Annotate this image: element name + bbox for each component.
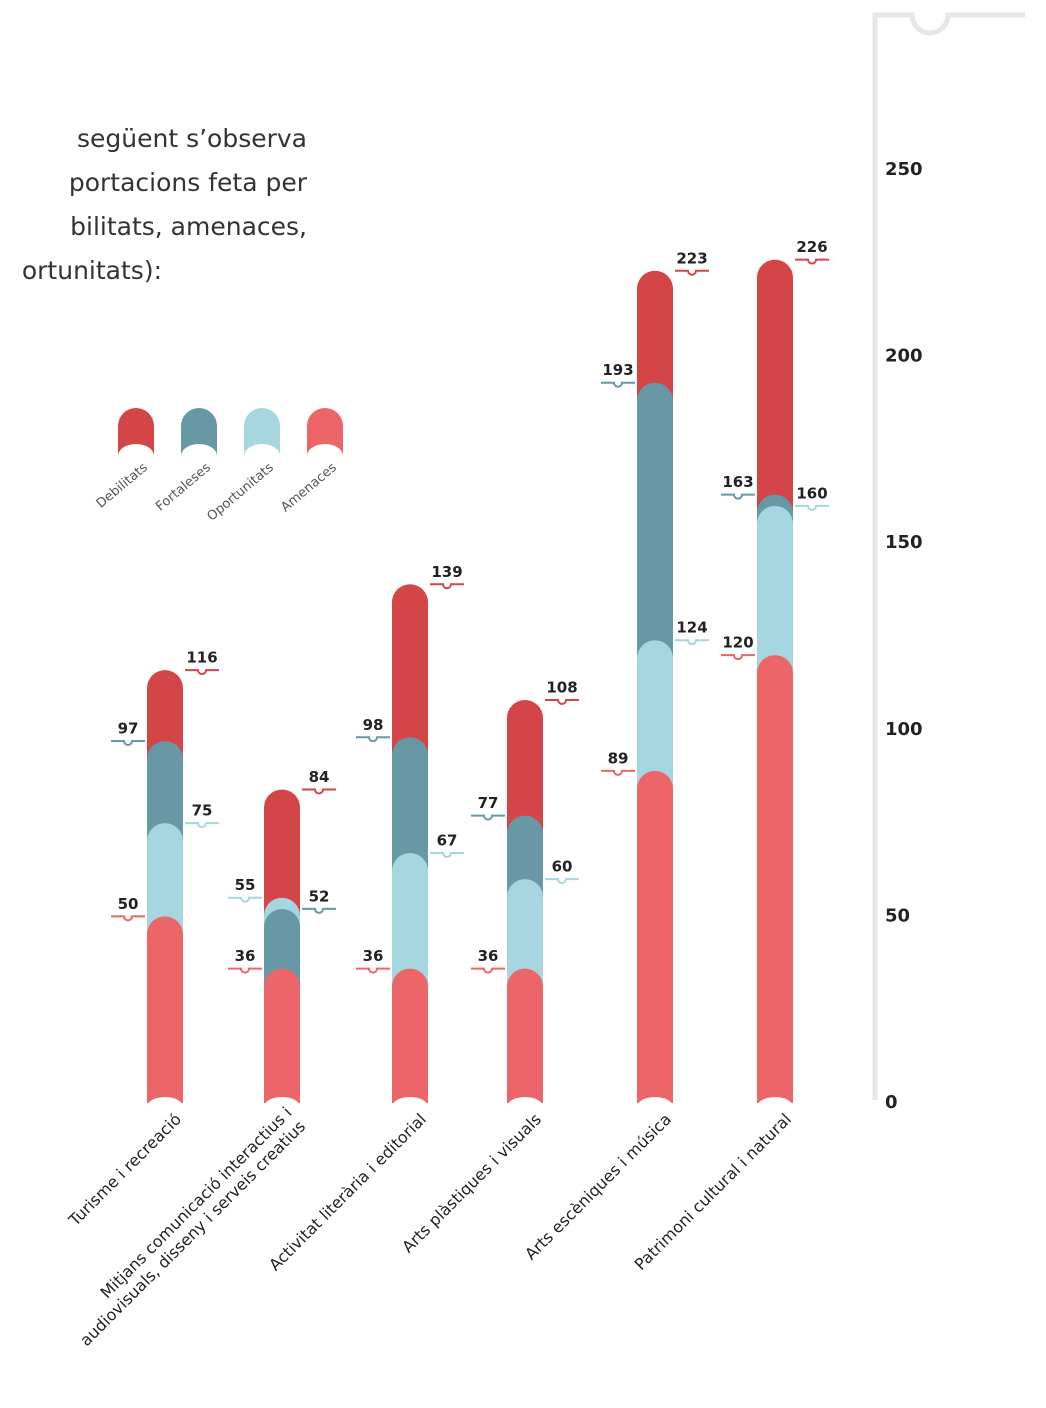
x-tick-label: Turisme i recreació: [64, 1110, 185, 1231]
bar-notch: [637, 1097, 673, 1117]
bar-notch: [392, 1097, 428, 1117]
leader-line: [601, 381, 635, 388]
intro-line: bilitats, amenaces,: [70, 212, 307, 241]
leader-line: [228, 967, 262, 974]
legend-label: Fortaleses: [153, 460, 214, 514]
value-label: 163: [722, 473, 753, 491]
leader-line: [356, 736, 390, 743]
y-tick-label: 150: [885, 532, 923, 553]
bar: [637, 770, 673, 1103]
value-label: 120: [722, 634, 753, 652]
value-label: 89: [608, 749, 629, 767]
y-tick-label: 250: [885, 159, 923, 180]
leader-line: [721, 654, 755, 661]
value-label: 98: [363, 716, 384, 734]
value-label: 36: [235, 947, 256, 965]
value-label: 75: [192, 802, 213, 820]
y-tick-label: 200: [885, 346, 923, 367]
leader-line: [675, 269, 709, 276]
leader-line: [185, 669, 219, 676]
bar-notch: [264, 1097, 300, 1117]
legend-label: Amenaces: [278, 460, 340, 515]
axis-line: [872, 12, 1025, 1100]
leader-line: [302, 788, 336, 795]
leader-line: [471, 814, 505, 821]
leader-line: [111, 915, 145, 922]
bar: [757, 655, 793, 1103]
legend-label: Oportunitats: [204, 460, 277, 524]
intro-line: portacions feta per: [69, 168, 308, 197]
value-label: 226: [796, 238, 827, 256]
leader-line: [302, 907, 336, 914]
legend-label: Debilitats: [94, 460, 151, 512]
intro-line: ortunitats):: [22, 256, 162, 285]
y-tick-label: 50: [885, 905, 910, 926]
value-label: 60: [552, 858, 573, 876]
intro-line: següent s’observa: [77, 124, 307, 153]
bar: [392, 968, 428, 1103]
x-tick-label: Mitjans comunicació interactius iaudiovi…: [62, 1103, 309, 1350]
leader-line: [430, 583, 464, 590]
value-label: 223: [676, 249, 707, 267]
value-label: 193: [602, 361, 633, 379]
y-tick-label: 100: [885, 719, 923, 740]
value-label: 77: [478, 794, 499, 812]
bar-notch: [507, 1097, 543, 1117]
bar-notch: [757, 1097, 793, 1117]
value-label: 36: [363, 947, 384, 965]
leader-line: [430, 851, 464, 858]
legend-notch: [244, 444, 280, 468]
value-label: 50: [118, 895, 139, 913]
value-label: 36: [478, 947, 499, 965]
value-label: 139: [431, 563, 462, 581]
leader-line: [795, 504, 829, 511]
leader-line: [111, 739, 145, 746]
legend-swatch: [118, 408, 154, 456]
legend-notch: [307, 444, 343, 468]
intro: següent s’observa portacions feta per bi…: [22, 124, 308, 285]
leader-line: [675, 639, 709, 646]
leader-line: [545, 698, 579, 705]
bar: [147, 916, 183, 1103]
value-label: 97: [118, 719, 139, 737]
legend-notch: [118, 444, 154, 468]
value-label: 124: [676, 619, 707, 637]
value-label: 160: [796, 484, 827, 502]
legend-swatch: [244, 408, 280, 456]
leader-line: [795, 258, 829, 265]
value-label: 116: [186, 649, 217, 667]
legend-notch: [181, 444, 217, 468]
leader-line: [185, 822, 219, 829]
legend-swatch: [181, 408, 217, 456]
leader-line: [471, 967, 505, 974]
value-label: 84: [309, 768, 330, 786]
leader-line: [601, 769, 635, 776]
bar: [264, 968, 300, 1103]
legend-swatch: [307, 408, 343, 456]
leader-line: [356, 967, 390, 974]
leader-line: [228, 896, 262, 903]
value-label: 55: [235, 876, 256, 894]
leader-line: [545, 878, 579, 885]
value-label: 52: [309, 887, 330, 905]
leader-line: [721, 493, 755, 500]
value-label: 67: [437, 831, 458, 849]
y-tick-label: 0: [885, 1092, 898, 1113]
value-label: 108: [546, 678, 577, 696]
bar: [507, 968, 543, 1103]
bar-notch: [147, 1097, 183, 1117]
